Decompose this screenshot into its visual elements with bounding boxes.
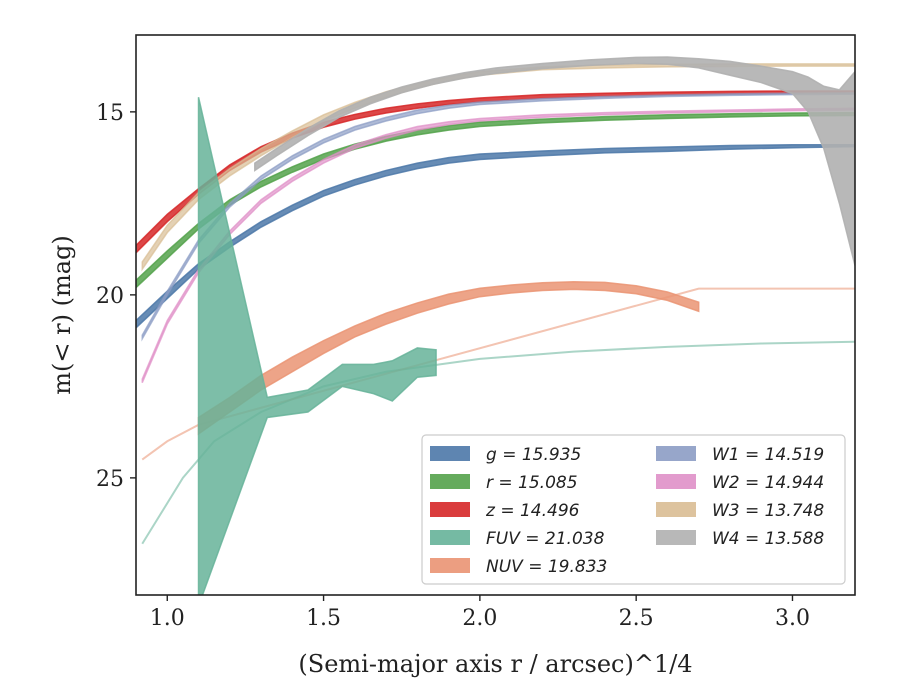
plot-area bbox=[136, 56, 855, 595]
legend-box bbox=[421, 434, 846, 585]
legend-swatch-w4 bbox=[656, 530, 696, 545]
legend-swatch-fuv bbox=[430, 530, 470, 545]
x-axis-label: (Semi-major axis r / arcsec)^1/4 bbox=[298, 650, 692, 678]
legend-label-r: r = 15.085 bbox=[486, 473, 578, 493]
series-band-w4 bbox=[254, 56, 855, 266]
legend-label-w1: W1 = 14.519 bbox=[712, 445, 824, 465]
legend-swatch-w1 bbox=[656, 446, 696, 461]
series-band-w3 bbox=[141, 63, 855, 272]
y-tick-label: 15 bbox=[96, 101, 124, 126]
y-axis: 15 20 25 bbox=[96, 101, 136, 492]
legend-label-g: g = 15.935 bbox=[486, 445, 581, 465]
y-tick-label: 25 bbox=[96, 467, 124, 492]
series-band-r bbox=[136, 111, 855, 289]
x-tick-label: 2.0 bbox=[462, 606, 497, 631]
legend-label-w2: W2 = 14.944 bbox=[712, 473, 824, 493]
legend-label-nuv: NUV = 19.833 bbox=[486, 557, 607, 577]
series-band-g bbox=[136, 144, 855, 329]
series-band-nuv bbox=[197, 280, 700, 436]
legend-swatch-nuv bbox=[430, 558, 470, 573]
series-band-w2 bbox=[141, 107, 855, 384]
x-tick-label: 3.0 bbox=[775, 606, 810, 631]
legend-label-w3: W3 = 13.748 bbox=[712, 501, 824, 521]
legend-swatch-w2 bbox=[656, 474, 696, 489]
legend-label-fuv: FUV = 21.038 bbox=[486, 529, 605, 549]
legend: g = 15.935 r = 15.085 z = 14.496 FUV = 21.0… bbox=[421, 434, 846, 585]
legend-swatch-z bbox=[430, 502, 470, 517]
y-axis-label: m(< r) (mag) bbox=[48, 235, 76, 394]
y-tick-label: 20 bbox=[96, 284, 124, 309]
legend-label-w4: W4 = 13.588 bbox=[712, 529, 824, 549]
x-tick-label: 1.5 bbox=[306, 606, 341, 631]
series-band-fuv bbox=[197, 97, 437, 595]
legend-swatch-r bbox=[430, 474, 470, 489]
legend-label-z: z = 14.496 bbox=[485, 501, 580, 521]
plot-frame bbox=[135, 34, 856, 596]
x-tick-label: 1.0 bbox=[150, 606, 185, 631]
x-axis: 1.0 1.5 2.0 2.5 3.0 bbox=[150, 595, 810, 631]
legend-swatch-g bbox=[430, 446, 470, 461]
legend-swatch-w3 bbox=[656, 502, 696, 517]
x-tick-label: 2.5 bbox=[619, 606, 654, 631]
series-band-w1 bbox=[141, 92, 855, 342]
